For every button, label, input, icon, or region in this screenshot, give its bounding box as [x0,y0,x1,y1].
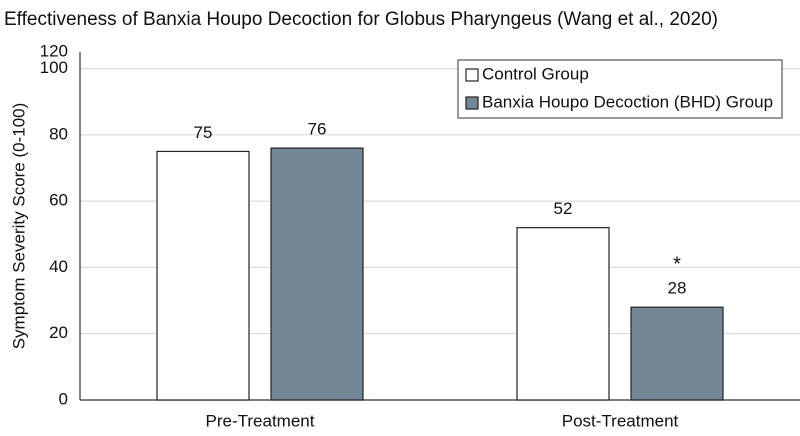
legend-label: Control Group [482,64,589,83]
y-tick-label: 20 [49,323,68,342]
y-tick-label: 0 [59,389,68,408]
bar [270,147,364,401]
y-axis-label: Symptom Severity Score (0-100) [9,103,28,350]
y-tick-label: 40 [49,257,68,276]
bar [516,227,610,401]
bar [156,150,250,401]
annotation: * [673,253,681,275]
y-tick-label: 60 [49,191,68,210]
legend-swatch [465,68,479,82]
x-tick-label: Post-Treatment [562,411,679,430]
y-tick-label: 80 [49,124,68,143]
y-tick-label: 120 [40,41,68,60]
value-label: 52 [554,199,573,218]
legend-box [457,59,783,119]
chart-title: Effectiveness of Banxia Houpo Decoction … [4,9,718,30]
y-tick-label: 100 [40,58,68,77]
value-label: 28 [668,279,687,298]
legend-swatch [465,96,479,110]
value-label: 75 [194,123,213,142]
legend-label: Banxia Houpo Decoction (BHD) Group [482,92,773,111]
value-label: 76 [308,120,327,139]
bar [630,306,724,401]
x-tick-label: Pre-Treatment [206,411,315,430]
